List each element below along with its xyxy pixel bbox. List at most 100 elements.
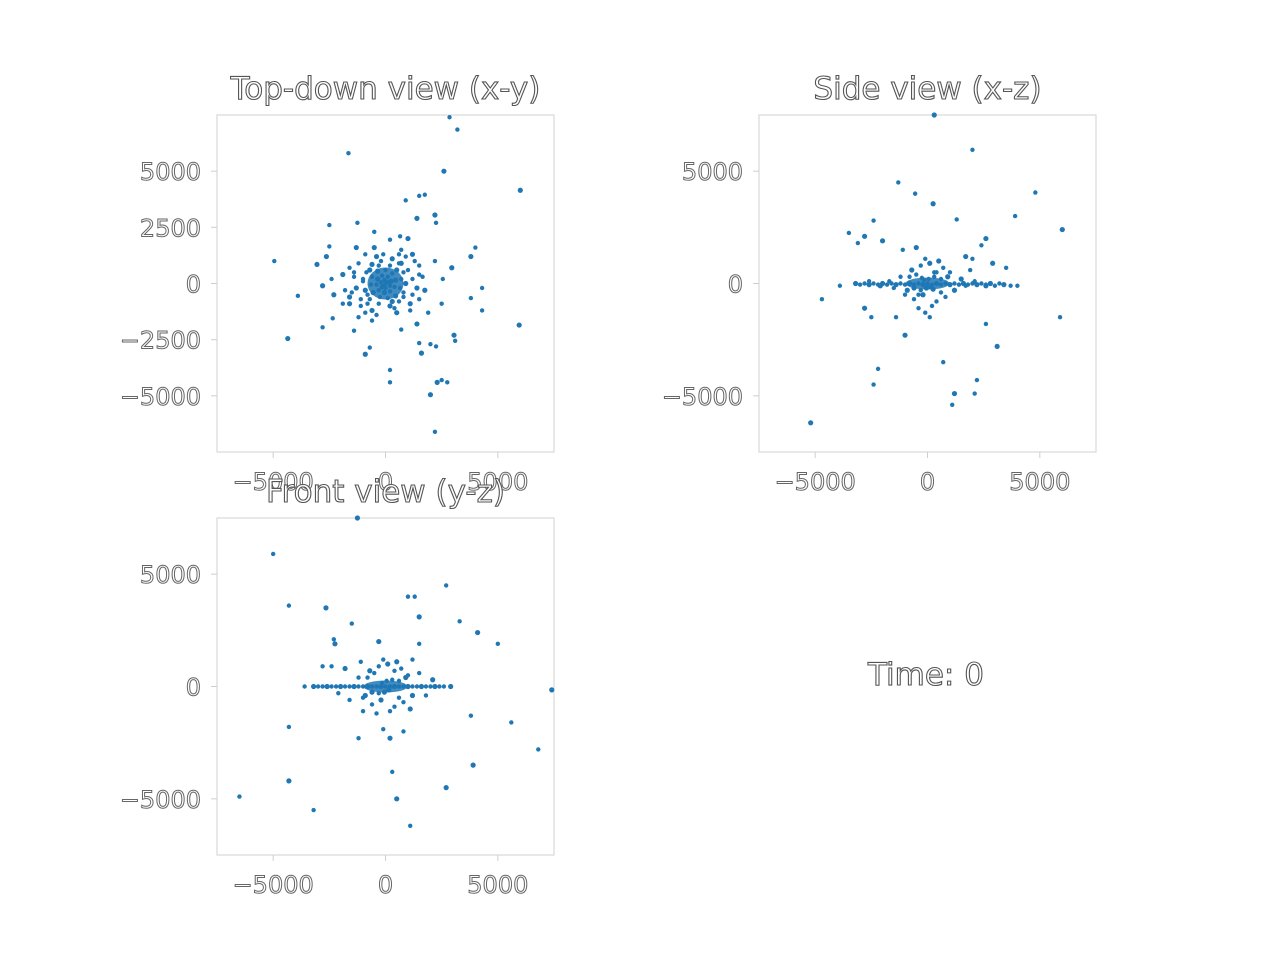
top-down-data-point bbox=[367, 267, 373, 273]
top-down-data-point bbox=[349, 290, 354, 295]
side-view-data-point bbox=[902, 332, 908, 338]
top-down-x-tick-label: −5000 bbox=[233, 468, 314, 496]
side-view-data-point bbox=[877, 283, 883, 289]
front-view-data-point bbox=[417, 641, 422, 647]
front-view-data-point bbox=[374, 711, 379, 716]
top-down-x-ticks: −5000 0 5000 bbox=[232, 452, 529, 497]
front-view-data-point bbox=[237, 794, 242, 799]
top-down-y-tick-label: −5000 bbox=[120, 383, 201, 411]
top-down-data-point bbox=[327, 244, 332, 249]
side-view-data-point bbox=[862, 281, 867, 286]
top-down-data-point bbox=[479, 285, 485, 291]
top-down-data-point bbox=[363, 252, 368, 257]
top-down-data-point bbox=[362, 351, 368, 357]
side-view-data-point bbox=[918, 263, 923, 268]
front-view-data-point bbox=[396, 695, 402, 700]
front-view-data-point bbox=[385, 661, 391, 667]
side-view-data-point bbox=[907, 274, 912, 279]
top-down-data-point bbox=[417, 272, 422, 277]
side-view-data-point bbox=[914, 272, 919, 277]
top-down-data-point bbox=[369, 318, 375, 323]
side-view-y-ticks: −5000 0 5000 bbox=[661, 158, 759, 411]
side-view-title: Side view (x-z) bbox=[813, 71, 1041, 107]
top-down-data-point bbox=[353, 285, 359, 291]
side-view-data-point bbox=[941, 359, 946, 365]
top-down-data-point bbox=[440, 276, 445, 282]
top-down-data-point bbox=[376, 263, 381, 268]
top-down-data-point bbox=[387, 303, 393, 309]
side-view-points bbox=[808, 112, 1065, 426]
front-view-points bbox=[237, 515, 555, 828]
top-down-data-point bbox=[327, 222, 332, 228]
top-down-data-point bbox=[272, 258, 277, 264]
front-view-title: Front view (y-z) bbox=[266, 474, 505, 510]
top-down-data-point bbox=[417, 193, 422, 199]
top-down-data-point bbox=[414, 285, 420, 291]
top-down-data-point bbox=[331, 292, 337, 298]
side-view-data-point bbox=[934, 299, 939, 304]
front-view-data-point bbox=[360, 695, 366, 700]
top-down-data-point bbox=[398, 260, 404, 266]
side-view-data-point bbox=[857, 282, 863, 287]
front-view-data-point bbox=[417, 670, 422, 676]
top-down-data-point bbox=[387, 237, 393, 242]
front-view-data-point bbox=[418, 683, 425, 690]
front-view-data-point bbox=[509, 720, 514, 725]
front-view-data-point bbox=[356, 735, 361, 741]
side-view-data-point bbox=[927, 260, 933, 266]
front-view-data-point bbox=[336, 691, 341, 696]
front-view-data-point bbox=[347, 684, 352, 689]
side-view-data-point bbox=[819, 297, 825, 302]
front-view-x-tick-label: 0 bbox=[378, 871, 393, 899]
side-view-data-point bbox=[1015, 283, 1020, 288]
top-down-data-point bbox=[401, 290, 406, 295]
front-view-data-point bbox=[320, 664, 325, 669]
side-view-data-point bbox=[931, 112, 937, 118]
top-down-data-point bbox=[320, 325, 325, 330]
side-view-data-point bbox=[893, 282, 899, 288]
top-down-data-point bbox=[353, 244, 359, 251]
top-down-data-point bbox=[417, 297, 422, 302]
side-view-data-point bbox=[913, 244, 919, 251]
top-down-data-point bbox=[362, 287, 368, 293]
top-down-data-point bbox=[412, 258, 417, 264]
top-down-data-point bbox=[399, 247, 404, 252]
top-down-y-tick-label: 2500 bbox=[140, 214, 201, 242]
top-down-view-title: Top-down view (x-y) bbox=[230, 71, 541, 107]
front-view-data-point bbox=[536, 747, 541, 752]
front-view-data-point bbox=[432, 683, 438, 690]
top-down-data-point bbox=[516, 322, 522, 328]
front-view-data-point bbox=[324, 683, 330, 690]
side-view-data-point bbox=[990, 260, 996, 266]
side-view-data-point bbox=[936, 258, 942, 264]
front-view-data-point bbox=[390, 769, 395, 775]
front-view-data-point bbox=[320, 684, 325, 689]
side-view-data-point bbox=[958, 276, 964, 282]
top-down-data-point bbox=[396, 252, 402, 257]
front-view-data-point bbox=[441, 684, 447, 689]
top-down-data-point bbox=[468, 295, 474, 301]
front-view-data-point bbox=[437, 684, 442, 689]
top-down-data-point bbox=[369, 307, 375, 314]
front-view-data-point bbox=[365, 675, 370, 680]
side-view-y-tick-label: −5000 bbox=[662, 383, 743, 411]
side-view-data-point bbox=[837, 283, 843, 288]
top-down-data-point bbox=[387, 380, 393, 385]
side-view-data-point bbox=[951, 287, 958, 293]
side-view-data-point bbox=[943, 294, 948, 300]
top-down-data-point bbox=[389, 298, 395, 305]
front-view-data-point bbox=[286, 724, 292, 730]
top-down-data-point bbox=[403, 198, 408, 203]
side-view-data-point bbox=[979, 281, 984, 286]
top-down-data-point bbox=[409, 251, 416, 257]
front-view-data-point bbox=[331, 637, 337, 642]
top-down-data-point bbox=[410, 276, 415, 282]
top-down-data-point bbox=[439, 377, 444, 383]
front-view-data-point bbox=[407, 706, 413, 712]
top-down-data-point bbox=[394, 310, 400, 316]
top-down-data-point bbox=[367, 345, 372, 350]
side-view-data-point bbox=[902, 292, 908, 297]
side-view-x-tick-label: 0 bbox=[920, 468, 935, 496]
side-view-data-point bbox=[956, 282, 962, 287]
